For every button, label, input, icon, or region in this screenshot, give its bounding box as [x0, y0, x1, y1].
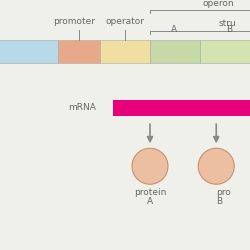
Text: stru: stru — [219, 18, 236, 28]
FancyBboxPatch shape — [112, 100, 250, 116]
Circle shape — [198, 148, 234, 184]
Text: A: A — [147, 198, 153, 206]
FancyBboxPatch shape — [150, 40, 200, 62]
FancyBboxPatch shape — [200, 40, 250, 62]
Text: protein: protein — [134, 188, 166, 197]
Text: promoter: promoter — [53, 17, 95, 26]
Text: A: A — [171, 26, 177, 35]
FancyBboxPatch shape — [0, 40, 58, 62]
FancyBboxPatch shape — [100, 40, 150, 62]
Text: pro: pro — [216, 188, 231, 197]
Circle shape — [132, 148, 168, 184]
Text: operator: operator — [106, 17, 144, 26]
Text: B: B — [216, 198, 222, 206]
Text: B: B — [226, 26, 232, 35]
Text: mRNA: mRNA — [68, 104, 96, 112]
FancyBboxPatch shape — [58, 40, 100, 62]
Text: operon: operon — [203, 0, 234, 8]
